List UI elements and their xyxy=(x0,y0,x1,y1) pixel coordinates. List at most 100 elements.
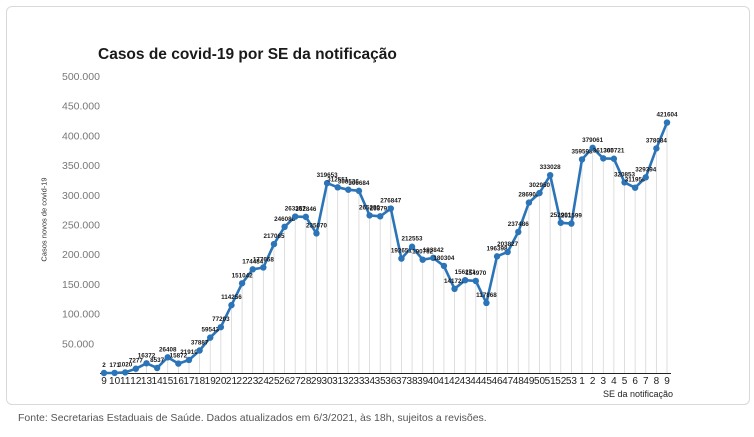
data-point xyxy=(355,187,363,195)
data-point xyxy=(217,323,225,331)
data-label: 308536 xyxy=(338,179,360,186)
data-point xyxy=(578,156,586,163)
data-label: 235070 xyxy=(306,222,328,229)
x-tick-label: 34 xyxy=(364,376,376,387)
x-tick-label: 26 xyxy=(279,376,291,387)
x-tick-label: 9 xyxy=(664,376,670,387)
data-point xyxy=(334,184,341,191)
x-tick-label: 21 xyxy=(226,376,238,387)
x-axis-label: SE da notificação xyxy=(603,389,673,399)
data-label: 252901 xyxy=(550,212,572,219)
data-label: 361305 xyxy=(593,147,615,154)
data-label: 196398 xyxy=(487,245,509,252)
data-label: 77203 xyxy=(212,316,230,323)
data-point xyxy=(228,301,235,309)
data-point xyxy=(207,334,214,341)
data-point xyxy=(408,243,416,250)
x-tick-label: 35 xyxy=(375,376,387,387)
data-point xyxy=(292,213,299,220)
x-tick-label: 23 xyxy=(247,376,259,387)
x-tick-label: 22 xyxy=(237,376,249,387)
y-tick-label: 250.000 xyxy=(62,220,100,232)
x-tick-label: 19 xyxy=(205,376,217,387)
x-tick-label: 49 xyxy=(523,376,535,387)
y-tick-label: 150.000 xyxy=(62,279,100,291)
data-point xyxy=(440,262,448,270)
data-point xyxy=(185,356,193,364)
x-tick-label: 24 xyxy=(258,376,270,387)
data-point xyxy=(111,369,118,377)
x-tick-label: 15 xyxy=(162,376,174,387)
x-tick-label: 30 xyxy=(322,376,334,387)
x-tick-label: 28 xyxy=(300,376,312,387)
x-tick-label: 9 xyxy=(101,376,107,387)
data-label: 193842 xyxy=(423,247,445,254)
x-tick-label: 47 xyxy=(502,376,514,387)
data-point xyxy=(546,171,554,179)
chart-title: Casos de covid-19 por SE da notificação xyxy=(98,46,397,63)
data-point xyxy=(281,223,288,231)
x-tick-label: 14 xyxy=(152,376,164,387)
data-label: 15872 xyxy=(170,353,188,360)
x-tick-label: 46 xyxy=(491,376,503,387)
data-point xyxy=(164,354,171,361)
data-label: 114256 xyxy=(221,294,242,301)
data-label: 37887 xyxy=(191,339,209,346)
data-label: 21910 xyxy=(180,349,198,356)
x-tick-label: 50 xyxy=(534,376,546,387)
x-tick-label: 52 xyxy=(555,376,567,387)
data-point xyxy=(663,119,671,126)
data-point xyxy=(621,179,628,186)
x-tick-label: 38 xyxy=(406,376,418,387)
data-point xyxy=(504,248,511,256)
data-label: 156271 xyxy=(455,269,477,276)
data-point xyxy=(302,213,310,221)
data-point xyxy=(600,155,607,162)
x-tick-label: 3 xyxy=(600,376,606,387)
x-tick-label: 1 xyxy=(579,376,585,387)
data-point xyxy=(132,365,140,372)
data-point xyxy=(536,189,543,197)
x-tick-label: 41 xyxy=(438,376,450,387)
data-label: 319653 xyxy=(317,172,339,179)
x-tick-label: 39 xyxy=(417,376,429,387)
data-label: 1020 xyxy=(118,361,133,368)
data-point xyxy=(323,179,331,187)
data-label: 333028 xyxy=(540,164,562,171)
data-point xyxy=(642,174,649,181)
x-tick-label: 20 xyxy=(215,376,227,387)
x-tick-label: 2 xyxy=(590,376,596,387)
chart-card xyxy=(6,6,750,405)
data-point xyxy=(631,184,639,191)
data-label: 311959 xyxy=(625,177,646,184)
y-tick-label: 300.000 xyxy=(62,190,100,202)
data-label: 263791 xyxy=(370,205,392,212)
data-point xyxy=(143,360,150,367)
data-label: 174484 xyxy=(242,258,264,265)
data-label: 2 xyxy=(102,362,106,369)
data-label: 237486 xyxy=(508,221,530,228)
y-tick-label: 450.000 xyxy=(62,101,100,113)
data-label: 320853 xyxy=(614,171,636,178)
x-tick-label: 5 xyxy=(622,376,628,387)
x-tick-label: 7 xyxy=(643,376,649,387)
data-label: 190762 xyxy=(412,249,434,256)
data-point xyxy=(376,213,384,220)
x-tick-label: 45 xyxy=(481,376,493,387)
y-tick-label: 50.000 xyxy=(62,338,94,350)
data-point xyxy=(260,264,267,271)
data-point xyxy=(589,144,596,152)
data-label: 212553 xyxy=(402,236,424,243)
data-point xyxy=(270,240,278,248)
x-tick-label: 10 xyxy=(109,376,121,387)
x-tick-label: 40 xyxy=(428,376,440,387)
data-point xyxy=(461,276,469,284)
data-point xyxy=(387,205,395,212)
x-tick-label: 11 xyxy=(120,376,131,387)
data-label: 171 xyxy=(109,362,120,369)
data-label: 251599 xyxy=(561,213,583,220)
data-label: 141726 xyxy=(444,278,466,285)
data-label: 379061 xyxy=(582,137,604,144)
data-point xyxy=(653,145,660,152)
